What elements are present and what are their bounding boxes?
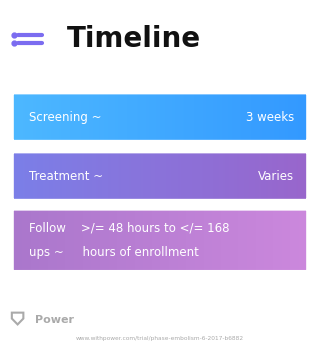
Text: Treatment ~: Treatment ~ (29, 170, 103, 183)
Text: ups ~     hours of enrollment: ups ~ hours of enrollment (29, 246, 199, 259)
Text: www.withpower.com/trial/phase-embolism-6-2017-b6882: www.withpower.com/trial/phase-embolism-6… (76, 336, 244, 341)
Text: 3 weeks: 3 weeks (246, 111, 294, 124)
Text: Power: Power (35, 315, 74, 325)
Text: Follow    >/= 48 hours to </= 168: Follow >/= 48 hours to </= 168 (29, 222, 229, 235)
Text: Screening ~: Screening ~ (29, 111, 101, 124)
Text: Timeline: Timeline (67, 25, 201, 53)
Text: Varies: Varies (258, 170, 294, 183)
